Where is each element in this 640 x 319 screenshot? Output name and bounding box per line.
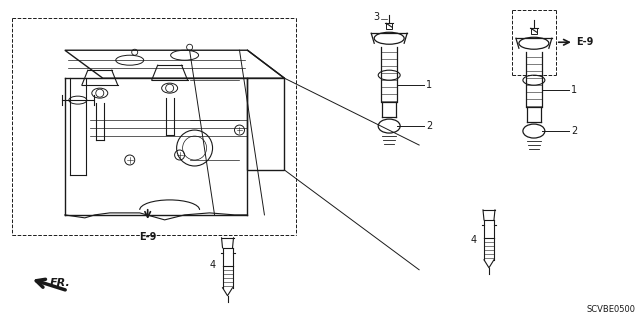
Text: 2: 2 xyxy=(426,121,433,131)
Text: 2: 2 xyxy=(571,126,577,136)
Text: 3: 3 xyxy=(373,12,380,22)
Text: 1: 1 xyxy=(426,80,432,90)
Text: 4: 4 xyxy=(209,260,216,270)
Text: E-9: E-9 xyxy=(576,37,593,47)
Text: SCVBE0500: SCVBE0500 xyxy=(586,305,636,314)
Text: 1: 1 xyxy=(571,85,577,95)
Text: 4: 4 xyxy=(471,235,477,245)
Bar xyxy=(531,28,537,34)
Bar xyxy=(386,23,392,29)
Text: E-9: E-9 xyxy=(139,232,156,242)
Text: FR.: FR. xyxy=(50,278,70,288)
